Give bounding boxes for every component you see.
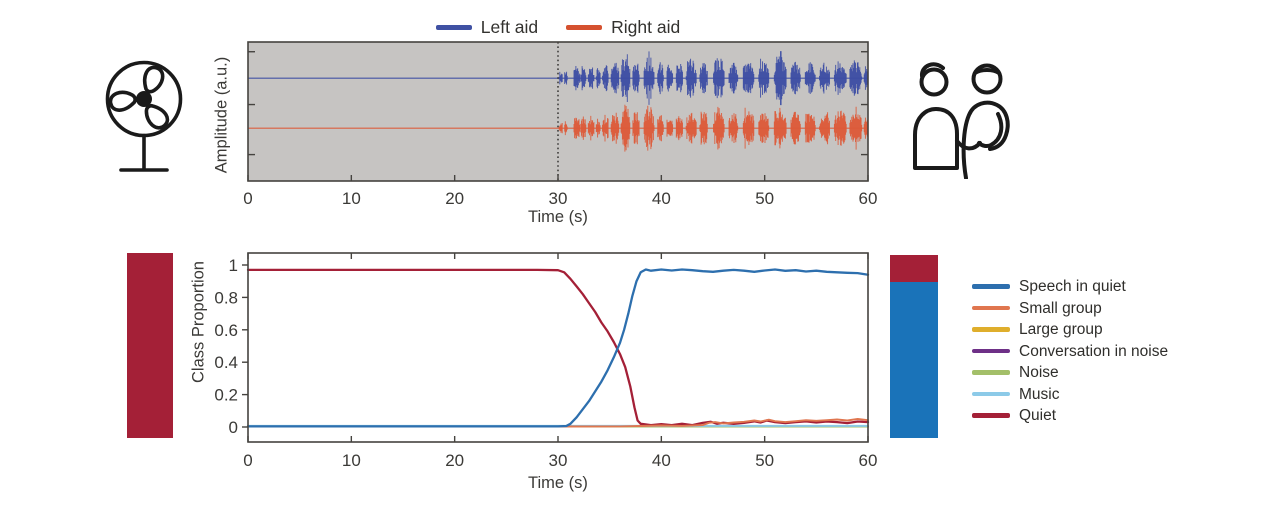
large-group-label: Large group: [1019, 321, 1103, 338]
quiet-swatch: [972, 413, 1010, 418]
legend-item-right-aid: Right aid: [566, 17, 680, 38]
legend-item-left-aid: Left aid: [435, 17, 539, 38]
svg-text:20: 20: [445, 451, 464, 470]
svg-text:40: 40: [652, 451, 671, 470]
fan-icon: [105, 60, 183, 172]
svg-text:50: 50: [755, 451, 774, 470]
legend-item-noise: Noise: [972, 365, 1168, 380]
svg-text:0.8: 0.8: [214, 288, 238, 307]
left-aid-label: Left aid: [480, 17, 539, 37]
left-aid-swatch: [435, 25, 472, 30]
large-group-swatch: [972, 327, 1010, 332]
legend-item-speech-in-quiet: Speech in quiet: [972, 279, 1168, 294]
svg-text:0.6: 0.6: [214, 321, 238, 340]
legend-item-conversation-in-noise: Conversation in noise: [972, 342, 1169, 360]
speech-in-quiet-label: Speech in quiet: [1019, 278, 1126, 295]
quiet-label: Quiet: [1019, 407, 1057, 424]
noise-swatch: [972, 370, 1010, 375]
svg-text:0.4: 0.4: [214, 353, 238, 372]
quiet-segment: [890, 255, 938, 283]
legend-item-large-group: Large group: [972, 322, 1168, 337]
after-state-color-bar: [890, 255, 938, 438]
svg-text:0: 0: [243, 189, 252, 208]
music-swatch: [972, 391, 1010, 397]
right-aid-swatch: [566, 25, 603, 30]
speech-segment: [890, 282, 938, 438]
legend-item-quiet: Quiet: [972, 408, 1168, 423]
svg-text:10: 10: [342, 451, 361, 470]
class-proportion-plot: 0 10 20 30 40 50 60 0 0.2 0.4 0.6 0.8 1 Time (s): [214, 252, 878, 492]
amplitude-waveform-plot: 0 10 20 30 40 50 60 Time (s): [243, 41, 878, 226]
two-people-talking-icon: [913, 62, 1010, 179]
svg-text:40: 40: [652, 189, 671, 208]
speech-in-quiet-swatch: [972, 284, 1010, 289]
svg-text:50: 50: [755, 189, 774, 208]
noise-label: Noise: [1019, 364, 1059, 381]
svg-text:0.2: 0.2: [214, 386, 238, 405]
class-yaxis-label: Class Proportion: [189, 261, 208, 383]
small-group-swatch: [972, 305, 1010, 311]
svg-text:60: 60: [859, 189, 878, 208]
svg-text:20: 20: [445, 189, 464, 208]
right-aid-label: Right aid: [611, 17, 681, 37]
conversation-in-noise-swatch: [972, 348, 1010, 354]
class-legend: Speech in quiet Small group Large group …: [972, 279, 1168, 423]
music-label: Music: [1019, 385, 1060, 403]
conversation-in-noise-label: Conversation in noise: [1019, 342, 1169, 360]
small-group-label: Small group: [1019, 299, 1102, 317]
svg-text:30: 30: [549, 189, 568, 208]
before-state-color-bar: [127, 253, 173, 438]
svg-text:30: 30: [549, 451, 568, 470]
quiet-segment: [127, 253, 173, 438]
class-xaxis-label: Time (s): [528, 474, 588, 492]
svg-text:60: 60: [859, 451, 878, 470]
legend-item-music: Music: [972, 385, 1168, 403]
waveform-legend: Left aid Right aid: [248, 17, 868, 38]
waveform-yaxis-label: Amplitude (a.u.): [212, 56, 231, 174]
waveform-xaxis-label: Time (s): [528, 208, 588, 226]
legend-item-small-group: Small group: [972, 299, 1168, 317]
svg-text:1: 1: [229, 256, 238, 275]
svg-text:0: 0: [229, 418, 238, 437]
svg-text:0: 0: [243, 451, 252, 470]
svg-text:10: 10: [342, 189, 361, 208]
